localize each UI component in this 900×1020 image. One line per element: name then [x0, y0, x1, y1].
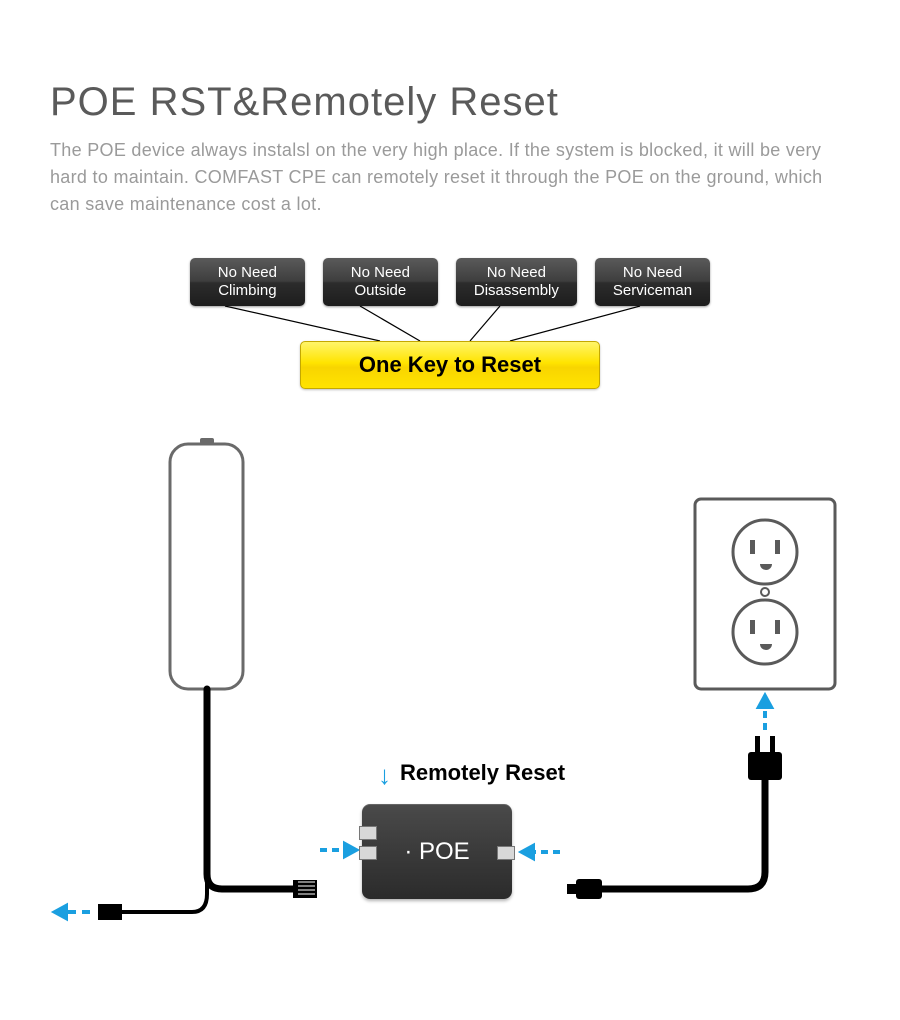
- badge-label: No Need: [474, 264, 559, 282]
- page-title: POE RST&Remotely Reset: [0, 0, 900, 137]
- badge-label: Climbing: [208, 282, 287, 300]
- badge-label: No Need: [341, 264, 420, 282]
- badge-label: Outside: [341, 282, 420, 300]
- wiring-diagram: · POE ↓ Remotely Reset: [0, 404, 900, 964]
- badge-label: Serviceman: [613, 282, 692, 300]
- poe-adapter-box: · POE: [362, 804, 512, 899]
- badge-row: No Need Climbing No Need Outside No Need…: [0, 258, 900, 306]
- poe-port-icon: [359, 846, 377, 860]
- badge-climbing: No Need Climbing: [190, 258, 305, 306]
- poe-port-icon: [359, 826, 377, 840]
- badge-label: No Need: [613, 264, 692, 282]
- badge-disassembly: No Need Disassembly: [456, 258, 577, 306]
- badge-outside: No Need Outside: [323, 258, 438, 306]
- remotely-reset-label: Remotely Reset: [400, 760, 565, 786]
- description-text: The POE device always instalsl on the ve…: [0, 137, 900, 218]
- poe-port-icon: [497, 846, 515, 860]
- one-key-reset-button: One Key to Reset: [300, 341, 600, 389]
- connector-lines: [0, 306, 900, 341]
- badge-label: No Need: [208, 264, 287, 282]
- badge-serviceman: No Need Serviceman: [595, 258, 710, 306]
- poe-label: · POE: [404, 838, 469, 866]
- down-arrow-icon: ↓: [378, 760, 391, 791]
- badge-label: Disassembly: [474, 282, 559, 300]
